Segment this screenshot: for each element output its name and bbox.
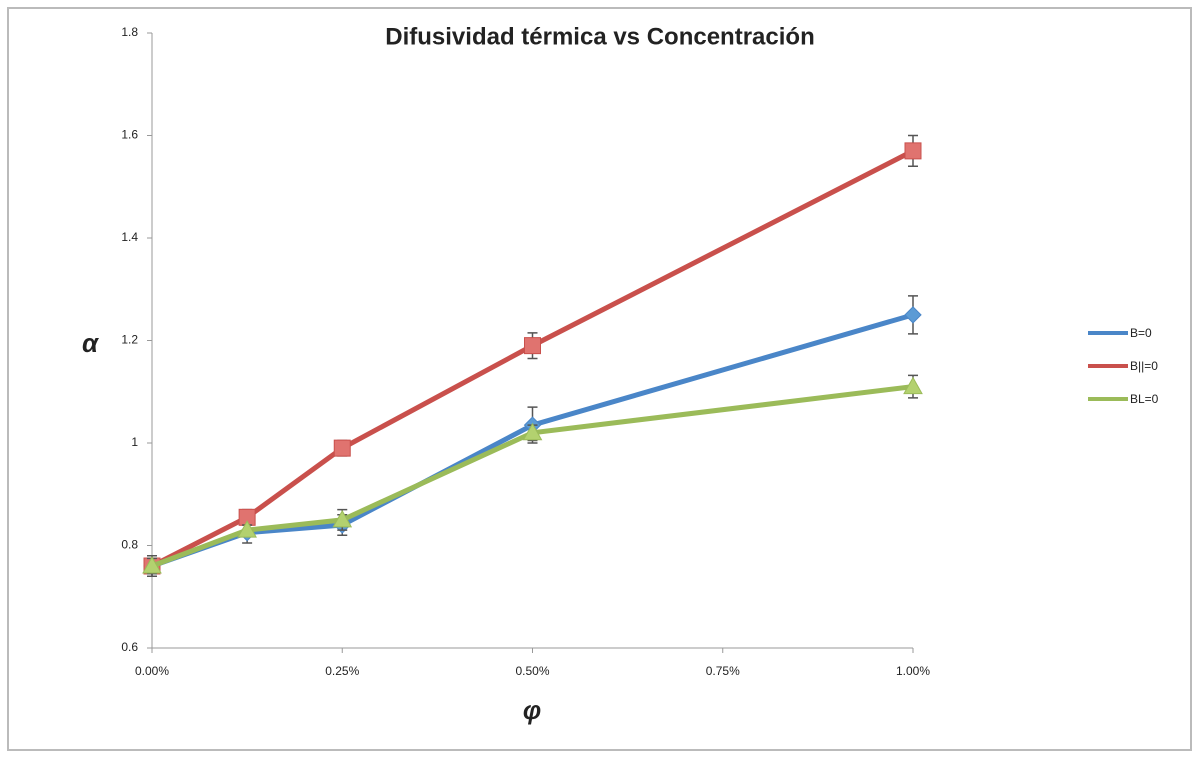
legend-label: BL=0 — [1130, 392, 1159, 406]
x-tick-label: 0.75% — [706, 664, 740, 678]
marker — [522, 422, 543, 441]
y-axis-label: α — [82, 328, 100, 358]
chart-title: Difusividad térmica vs Concentración — [385, 23, 814, 50]
marker — [333, 439, 351, 457]
x-axis-label: φ — [523, 695, 541, 725]
y-tick-label: 1.2 — [121, 333, 138, 347]
x-tick-label: 0.25% — [325, 664, 359, 678]
chart-frame — [7, 7, 1192, 751]
y-tick-label: 0.6 — [121, 640, 138, 654]
marker — [904, 306, 922, 324]
legend-label: B=0 — [1130, 326, 1152, 340]
marker — [142, 555, 162, 574]
marker — [332, 509, 353, 528]
y-tick-label: 1.8 — [121, 25, 138, 39]
y-tick-label: 1 — [131, 435, 138, 449]
x-tick-label: 0.50% — [515, 664, 549, 678]
y-tick-label: 1.6 — [121, 128, 138, 142]
y-tick-label: 0.8 — [121, 538, 138, 552]
x-tick-label: 0.00% — [135, 664, 169, 678]
legend-label: B||=0 — [1130, 359, 1158, 373]
marker — [524, 337, 541, 355]
y-tick-label: 1.4 — [121, 230, 138, 244]
x-tick-label: 1.00% — [896, 664, 930, 678]
marker — [903, 376, 923, 395]
marker — [904, 142, 922, 160]
marker — [237, 520, 257, 538]
